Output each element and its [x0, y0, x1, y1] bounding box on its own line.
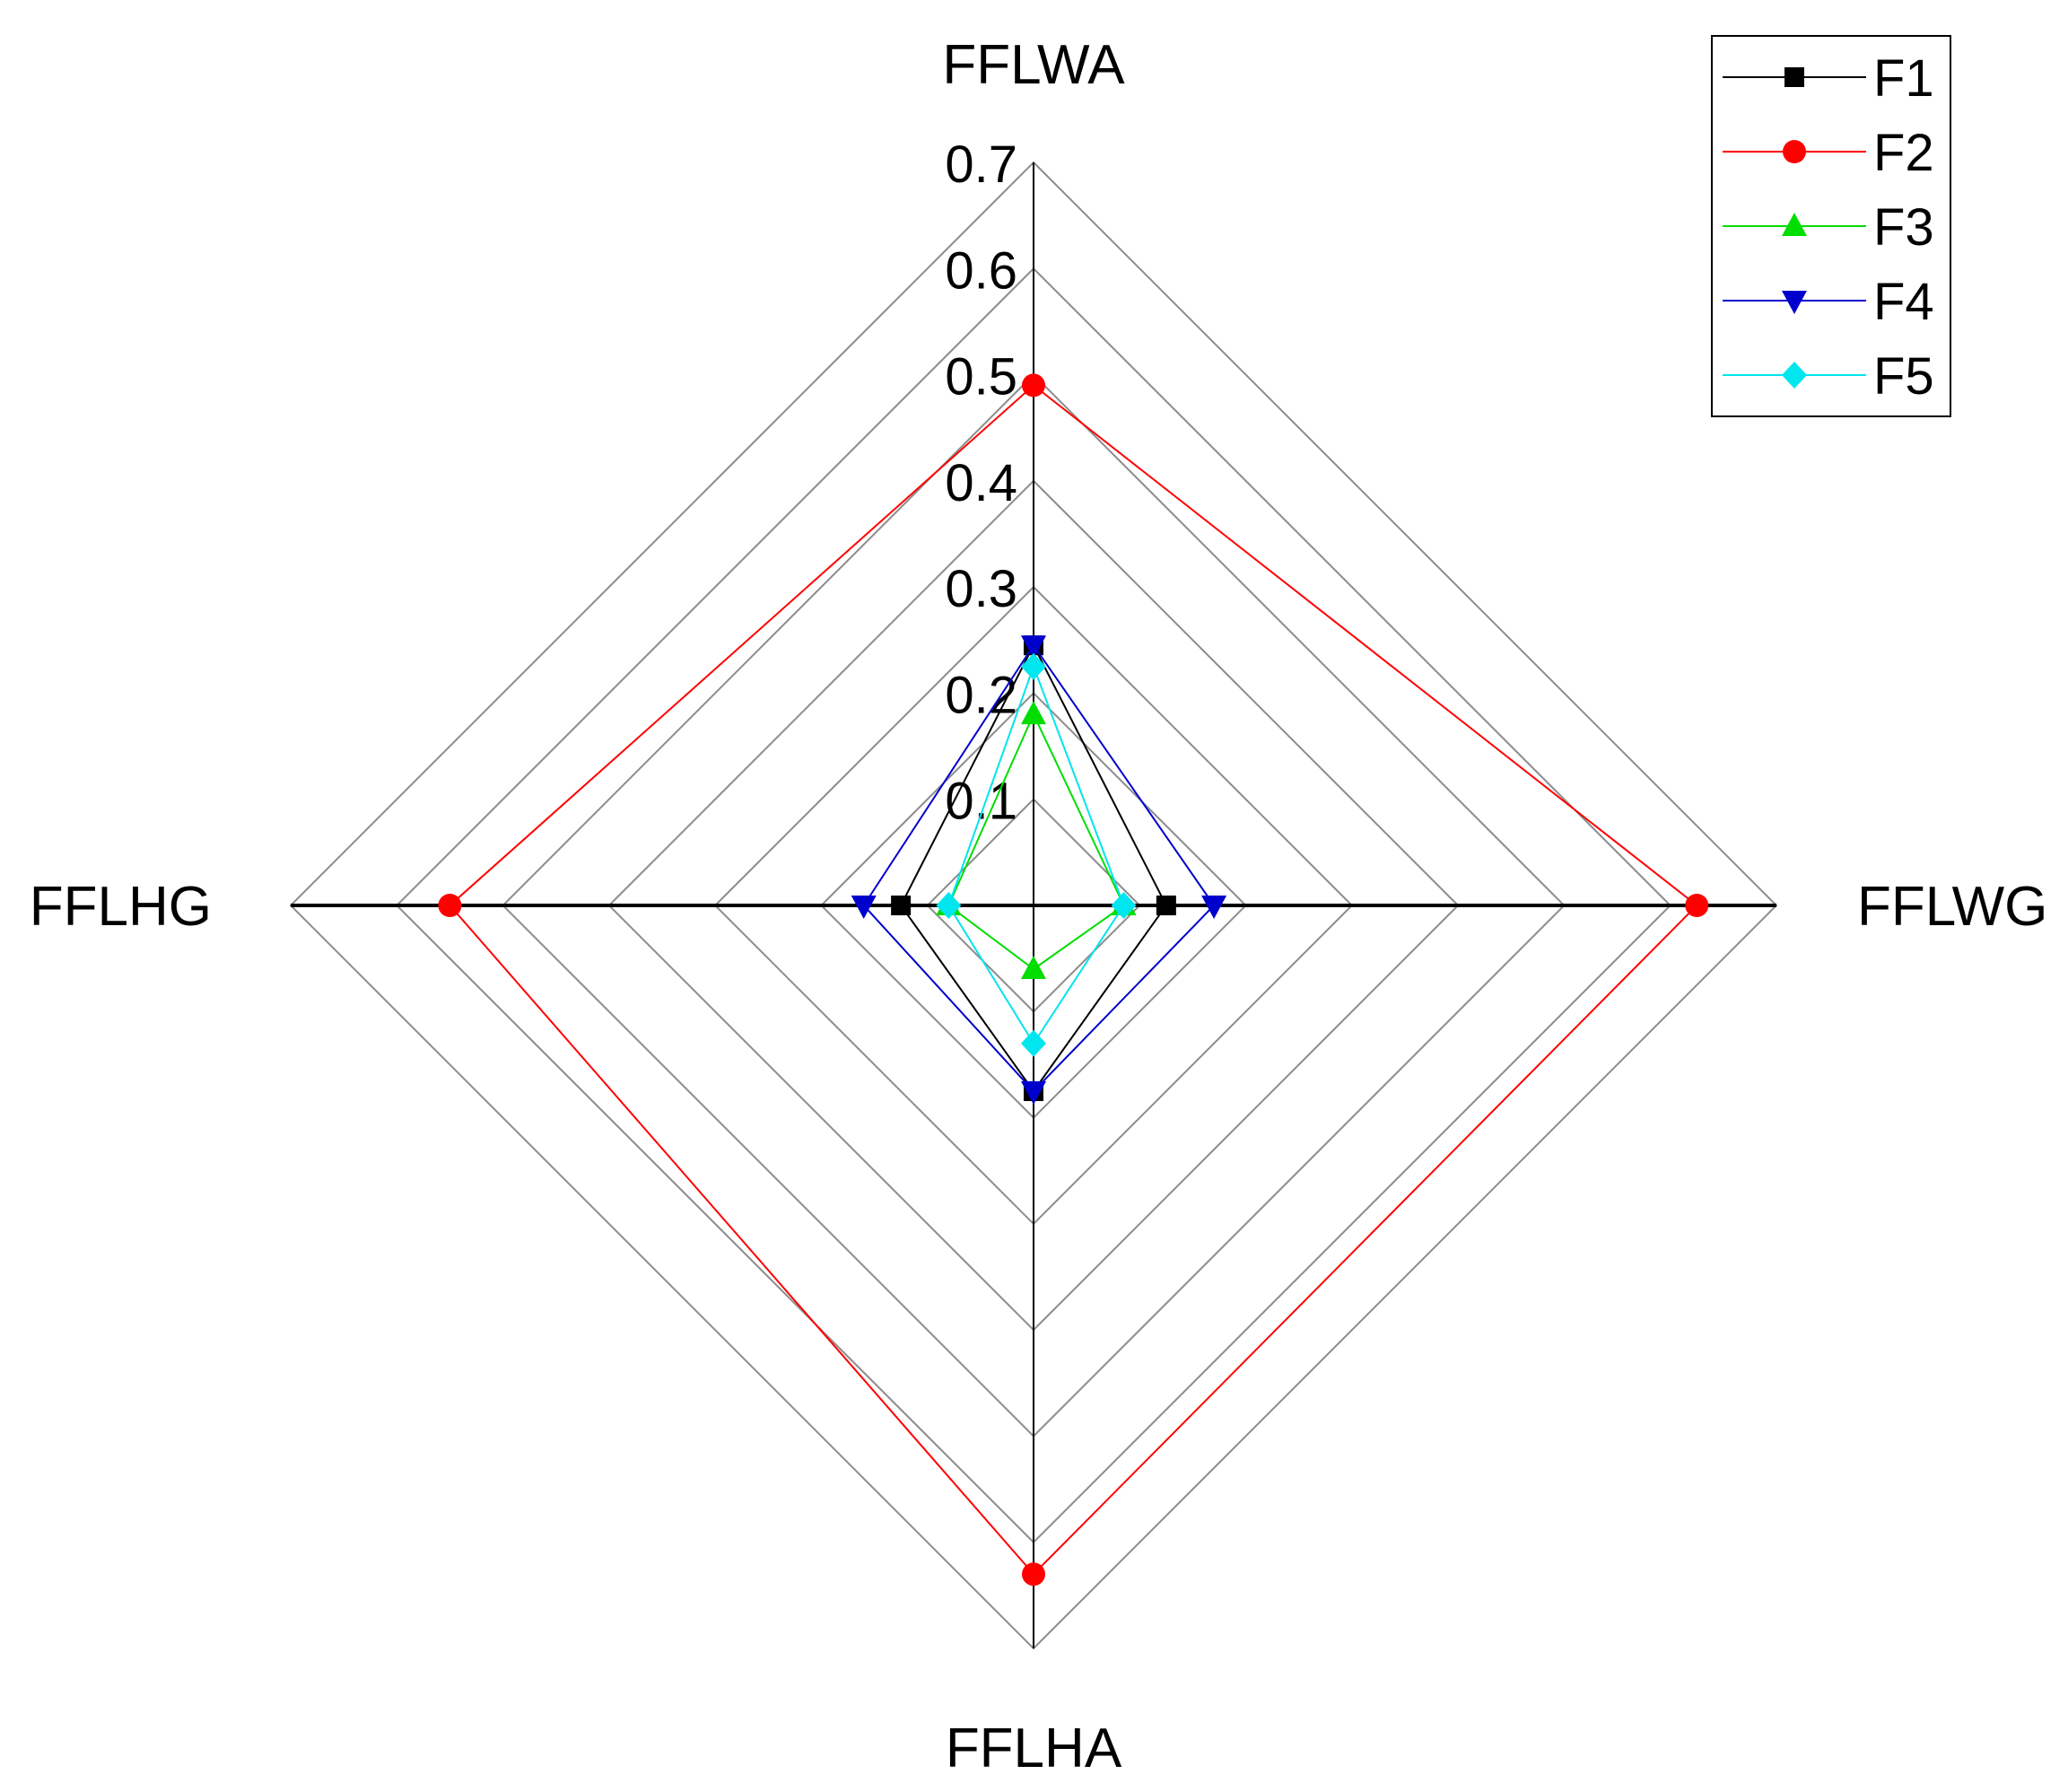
point-f1-fflhg	[891, 896, 912, 915]
tick-label-6: 0.6	[945, 241, 1017, 300]
point-f2-fflhg	[438, 894, 462, 917]
tick-label-2: 0.2	[945, 666, 1017, 724]
point-f2-fflwa	[1022, 373, 1045, 398]
legend-label-f3: F3	[1873, 198, 1934, 257]
legend-marker-f1	[1784, 67, 1804, 87]
data-series	[438, 373, 1709, 1587]
point-f4-fflha	[1021, 1081, 1046, 1105]
legend-label-f4: F4	[1873, 273, 1934, 331]
legend: F1 F2 F3 F4 F5	[1711, 35, 1951, 417]
legend-label-f2: F2	[1873, 124, 1934, 182]
legend-item-f3: F3	[1723, 198, 1934, 257]
point-f1-fflwg	[1156, 896, 1176, 915]
axis-label-fflha: FFLHA	[946, 1718, 1122, 1779]
axis-labels: FFLWA FFLWG FFLHA FFLHG	[30, 34, 2048, 1779]
axis-label-fflwg: FFLWG	[1857, 876, 2047, 938]
legend-marker-f5	[1782, 362, 1807, 389]
series-f3	[936, 701, 1137, 979]
point-f4-fflwg	[1201, 896, 1227, 919]
tick-label-7: 0.7	[945, 135, 1017, 194]
point-f4-fflhg	[851, 896, 877, 919]
legend-label-f1: F1	[1873, 49, 1934, 108]
point-f5-fflhg	[936, 892, 962, 919]
radial-tick-labels: 0.1 0.2 0.3 0.4 0.5 0.6 0.7	[945, 135, 1017, 831]
tick-label-3: 0.3	[945, 560, 1017, 618]
legend-marker-f2	[1783, 140, 1806, 163]
legend-item-f1: F1	[1723, 49, 1934, 108]
tick-label-5: 0.5	[945, 348, 1017, 406]
legend-marker-f3	[1782, 213, 1807, 236]
point-f3-fflwa	[1021, 701, 1046, 725]
legend-marker-f4	[1782, 291, 1807, 314]
series-f4	[851, 635, 1227, 1105]
legend-item-f5: F5	[1723, 347, 1934, 406]
point-f5-fflwg	[1111, 892, 1137, 919]
series-f2	[438, 373, 1709, 1587]
axis-label-fflwa: FFLWA	[942, 34, 1125, 96]
tick-label-1: 0.1	[945, 773, 1017, 831]
point-f4-fflwa	[1021, 635, 1046, 660]
legend-label-f5: F5	[1873, 347, 1934, 406]
point-f5-fflwa	[1021, 652, 1046, 680]
point-f3-fflha	[1021, 955, 1046, 979]
legend-item-f2: F2	[1723, 124, 1934, 182]
axis-label-fflhg: FFLHG	[30, 876, 212, 938]
tick-label-4: 0.4	[945, 454, 1017, 512]
point-f2-fflha	[1022, 1562, 1045, 1587]
point-f2-fflwg	[1685, 894, 1709, 917]
radar-axes	[291, 162, 1776, 1648]
legend-item-f4: F4	[1723, 273, 1934, 331]
series-f5	[936, 652, 1137, 1057]
point-f5-fflha	[1021, 1029, 1046, 1057]
